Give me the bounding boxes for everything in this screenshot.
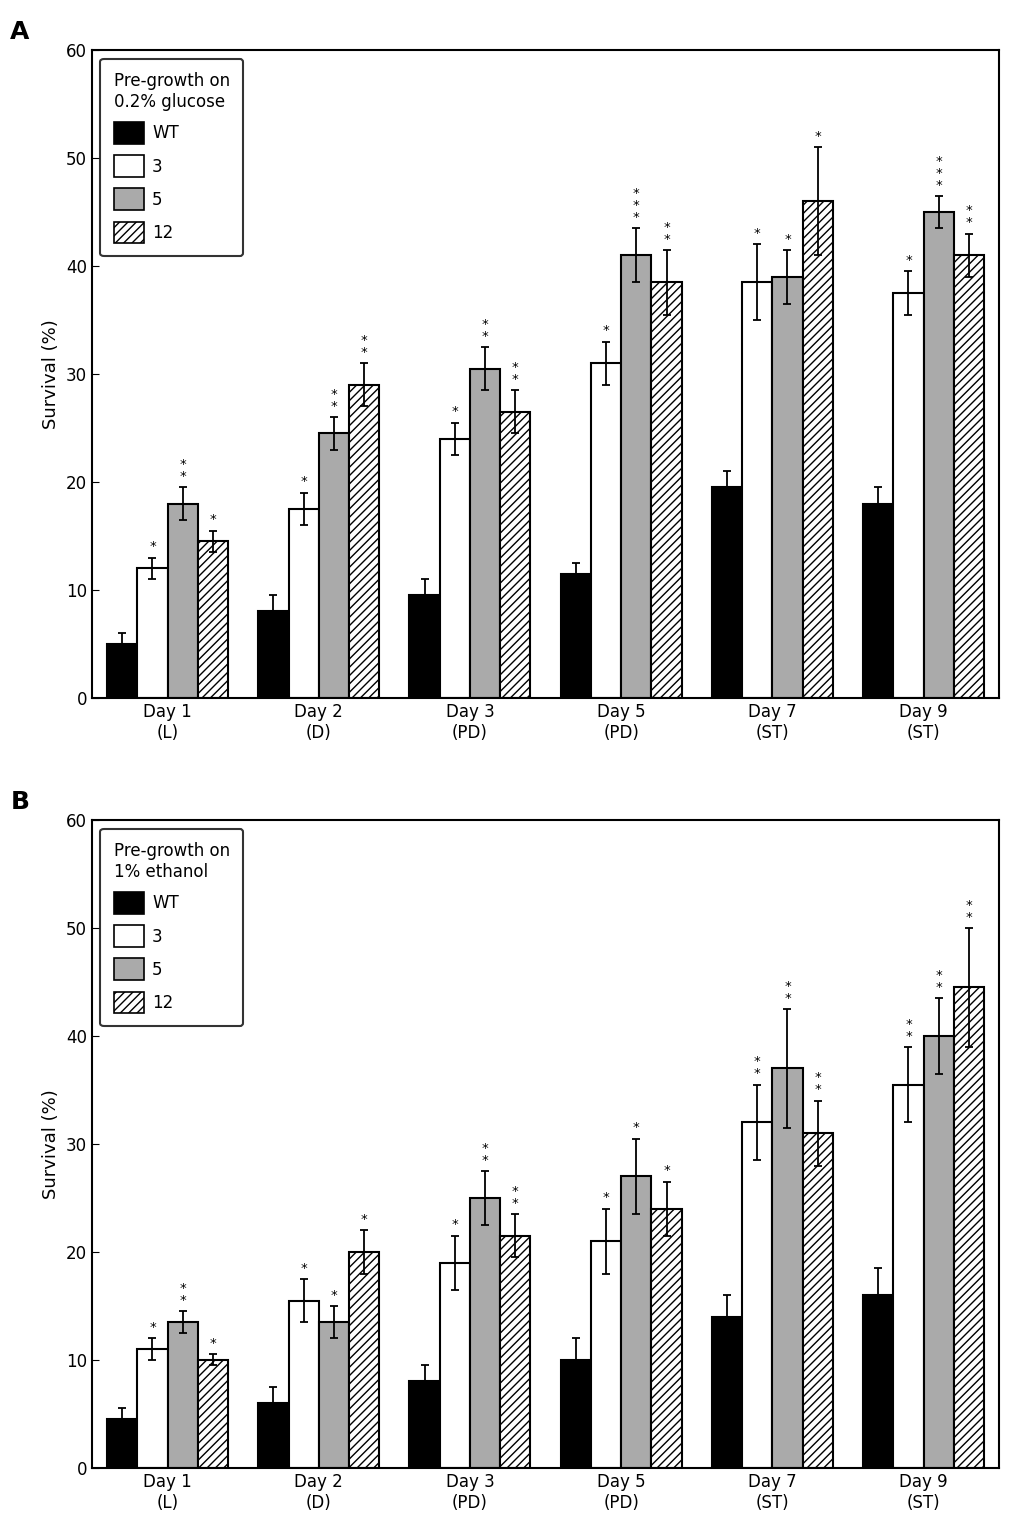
Text: *: * [451,1219,458,1231]
Bar [621,256,651,698]
Text: *: * [451,405,458,419]
Bar [560,1360,590,1467]
Text: *: * [300,475,307,489]
Text: *: * [753,227,760,241]
Bar [953,256,983,698]
Text: *: * [602,1191,608,1205]
Text: *: * [904,254,911,267]
Text: *: * [361,1213,367,1226]
Bar [107,1420,138,1467]
Text: *
*: * * [784,980,790,1004]
Y-axis label: Survival (%): Survival (%) [43,1088,60,1199]
Text: *: * [149,540,156,553]
Bar [802,1133,833,1467]
Bar [560,573,590,698]
Text: *
*: * * [904,1018,911,1042]
Text: *
*: * * [934,969,942,993]
Bar [470,1197,499,1467]
Bar [922,1036,953,1467]
Text: *
*: * * [179,1282,185,1308]
Bar [862,1295,893,1467]
Bar [893,1085,922,1467]
Bar [319,1321,348,1467]
Bar [409,1381,439,1467]
Bar [138,569,167,698]
Text: *: * [813,130,820,143]
Text: *: * [149,1321,156,1334]
Bar [348,385,379,698]
Text: *
*: * * [361,334,367,359]
Bar [258,1403,288,1467]
Text: *
*: * * [753,1055,760,1081]
Bar [771,1069,802,1467]
Bar [862,503,893,698]
Bar [288,1300,319,1467]
Bar [590,363,621,698]
Text: *
*
*: * * * [633,187,639,224]
Bar [470,368,499,698]
Text: *
*: * * [662,221,669,245]
Text: A: A [10,20,30,44]
Bar [621,1176,651,1467]
Bar [258,612,288,698]
Text: *
*: * * [179,458,185,483]
Text: *: * [330,1289,337,1302]
Bar [439,1263,470,1467]
Text: *
*: * * [813,1072,820,1096]
Y-axis label: Survival (%): Survival (%) [43,319,60,429]
Bar [499,1236,530,1467]
Text: *
*: * * [965,898,971,924]
Bar [893,293,922,698]
Bar [742,282,771,698]
Text: *: * [300,1262,307,1274]
Bar [167,1321,198,1467]
Bar [198,541,228,698]
Bar [922,212,953,698]
Text: *: * [662,1165,669,1177]
Bar [348,1252,379,1467]
Bar [711,1317,742,1467]
Legend: WT, 3, 5, 12: WT, 3, 5, 12 [100,828,243,1026]
Text: *
*: * * [512,1185,519,1210]
Bar [409,595,439,698]
Bar [319,434,348,698]
Bar [711,487,742,698]
Bar [802,201,833,698]
Text: *
*: * * [481,317,488,343]
Text: *
*: * * [481,1142,488,1167]
Text: *: * [602,325,608,337]
Bar [288,509,319,698]
Text: *: * [209,1337,216,1351]
Bar [953,987,983,1467]
Text: *: * [633,1121,639,1134]
Bar [138,1349,167,1467]
Text: *
*: * * [965,204,971,230]
Bar [439,438,470,698]
Text: *: * [209,514,216,526]
Bar [651,1208,681,1467]
Text: B: B [10,789,30,814]
Bar [651,282,681,698]
Bar [590,1242,621,1467]
Legend: WT, 3, 5, 12: WT, 3, 5, 12 [100,58,243,256]
Bar [107,644,138,698]
Text: *
*
*: * * * [934,155,942,192]
Text: *
*: * * [512,360,519,386]
Bar [167,503,198,698]
Text: *
*: * * [330,388,337,412]
Text: *: * [784,233,790,245]
Bar [198,1360,228,1467]
Bar [499,412,530,698]
Bar [771,277,802,698]
Bar [742,1122,771,1467]
